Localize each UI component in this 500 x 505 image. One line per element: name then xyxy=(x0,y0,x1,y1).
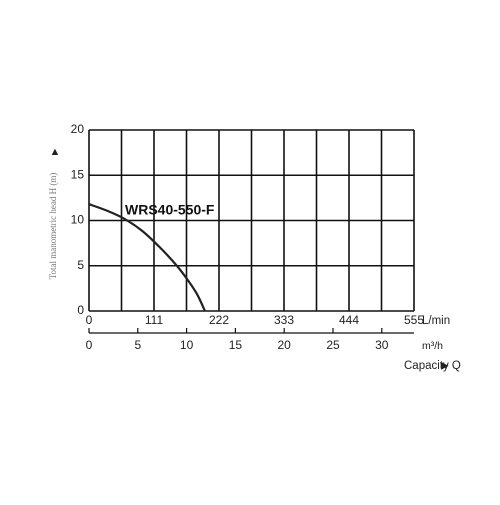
x-tick-label: 222 xyxy=(209,313,229,327)
x-tick-label: 333 xyxy=(274,313,294,327)
y-tick-label: 20 xyxy=(71,122,85,136)
y-tick-label: 10 xyxy=(71,213,85,227)
x2-tick-label: 25 xyxy=(326,338,340,352)
x2-tick-label: 20 xyxy=(278,338,292,352)
x2-tick-label: 15 xyxy=(229,338,243,352)
y-axis-label: Total manometric head H (m) xyxy=(48,173,58,280)
x2-tick-label: 30 xyxy=(375,338,389,352)
x2-tick-label: 10 xyxy=(180,338,194,352)
y-tick-label: 5 xyxy=(77,258,84,272)
y-arrow: ▲ xyxy=(50,146,61,158)
x2-tick-label: 0 xyxy=(86,338,93,352)
x-arrow: ▶ xyxy=(441,361,449,372)
x2-unit: m³/h xyxy=(422,340,443,352)
y-tick-label: 15 xyxy=(71,167,85,181)
x-tick-label: 444 xyxy=(339,313,359,327)
curve xyxy=(88,203,206,312)
x-tick-label: 111 xyxy=(145,313,164,327)
series-label: WRS40-550-F xyxy=(125,202,215,218)
y-tick-label: 0 xyxy=(77,303,84,317)
x-tick-label: 555 xyxy=(404,313,424,327)
x-axis-label: Capacity Q xyxy=(404,360,461,372)
x2-tick-label: 5 xyxy=(134,338,141,352)
x-unit: L/min xyxy=(422,315,450,327)
x-tick-label: 0 xyxy=(86,313,93,327)
